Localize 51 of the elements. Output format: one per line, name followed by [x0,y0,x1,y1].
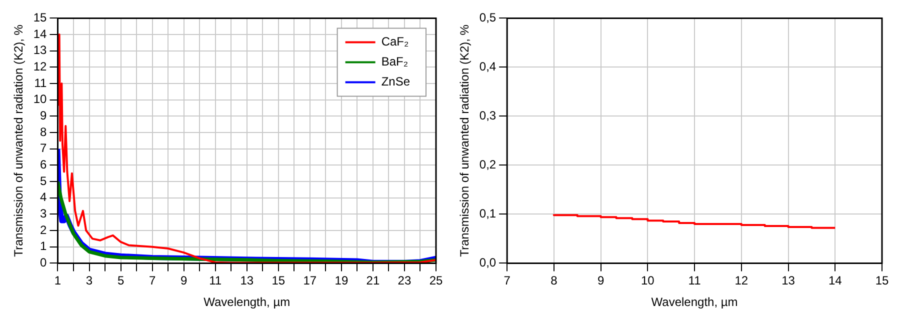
y-tick-label: 0 [40,256,48,270]
x-axis-title: Wavelength, µm [204,295,290,310]
x-tick-label: 12 [734,274,748,288]
x-tick-label: 3 [86,274,93,288]
y-tick-label: 2 [40,222,48,237]
x-tick-label: 11 [209,274,222,288]
x-tick-label: 7 [504,274,511,288]
x-tick-label: 10 [640,274,655,288]
x-tick-label: 15 [875,274,889,288]
x-tick-label: 11 [688,274,702,288]
x-tick-label: 23 [398,274,412,288]
y-tick-label: 4 [40,190,48,204]
legend-label: BaF₂ [381,54,408,69]
y-tick-label: 11 [34,76,48,90]
x-tick-label: 7 [148,274,156,288]
x-tick-label: 13 [240,274,254,288]
x-tick-label: 8 [550,274,558,288]
y-tick-label: 9 [40,108,48,123]
y-tick-label: 0,4 [479,60,496,74]
x-axis-title: Wavelength, µm [651,295,738,310]
y-tick-label: 0,5 [479,10,496,25]
y-tick-label: 6 [40,158,48,172]
y-axis-title: Transmission of unwanted radiation (K2), % [458,24,472,257]
y-axis-title: Transmission of unwanted radiation (K2), % [12,24,26,257]
x-tick-label: 15 [272,274,286,288]
y-tick-label: 3 [40,206,48,221]
y-tick-label: 7 [40,141,48,156]
y-tick-label: 12 [33,60,48,74]
x-tick-label: 1 [54,274,62,288]
y-tick-label: 13 [33,43,48,58]
y-tick-label: 15 [33,10,48,25]
x-tick-label: 5 [117,274,124,288]
x-tick-label: 14 [828,274,842,288]
x-tick-label: 21 [366,274,380,288]
y-tick-label: 0,2 [479,158,496,172]
x-tick-label: 25 [429,274,443,288]
y-tick-label: 5 [40,174,48,188]
y-tick-label: 0,0 [479,256,496,270]
x-tick-label: 9 [180,274,188,288]
x-tick-label: 19 [334,274,348,288]
y-tick-label: 0,1 [479,206,496,221]
y-tick-label: 1 [40,239,48,254]
legend-label: ZnSe [381,74,410,89]
y-tick-label: 0,3 [479,108,496,123]
y-tick-label: 8 [40,124,48,139]
x-tick-label: 17 [303,274,317,288]
y-tick-label: 10 [33,92,48,106]
x-tick-label: 9 [597,274,604,288]
y-tick-label: 14 [33,26,48,41]
x-tick-label: 13 [782,274,796,288]
legend-label: CaF₂ [381,34,409,49]
